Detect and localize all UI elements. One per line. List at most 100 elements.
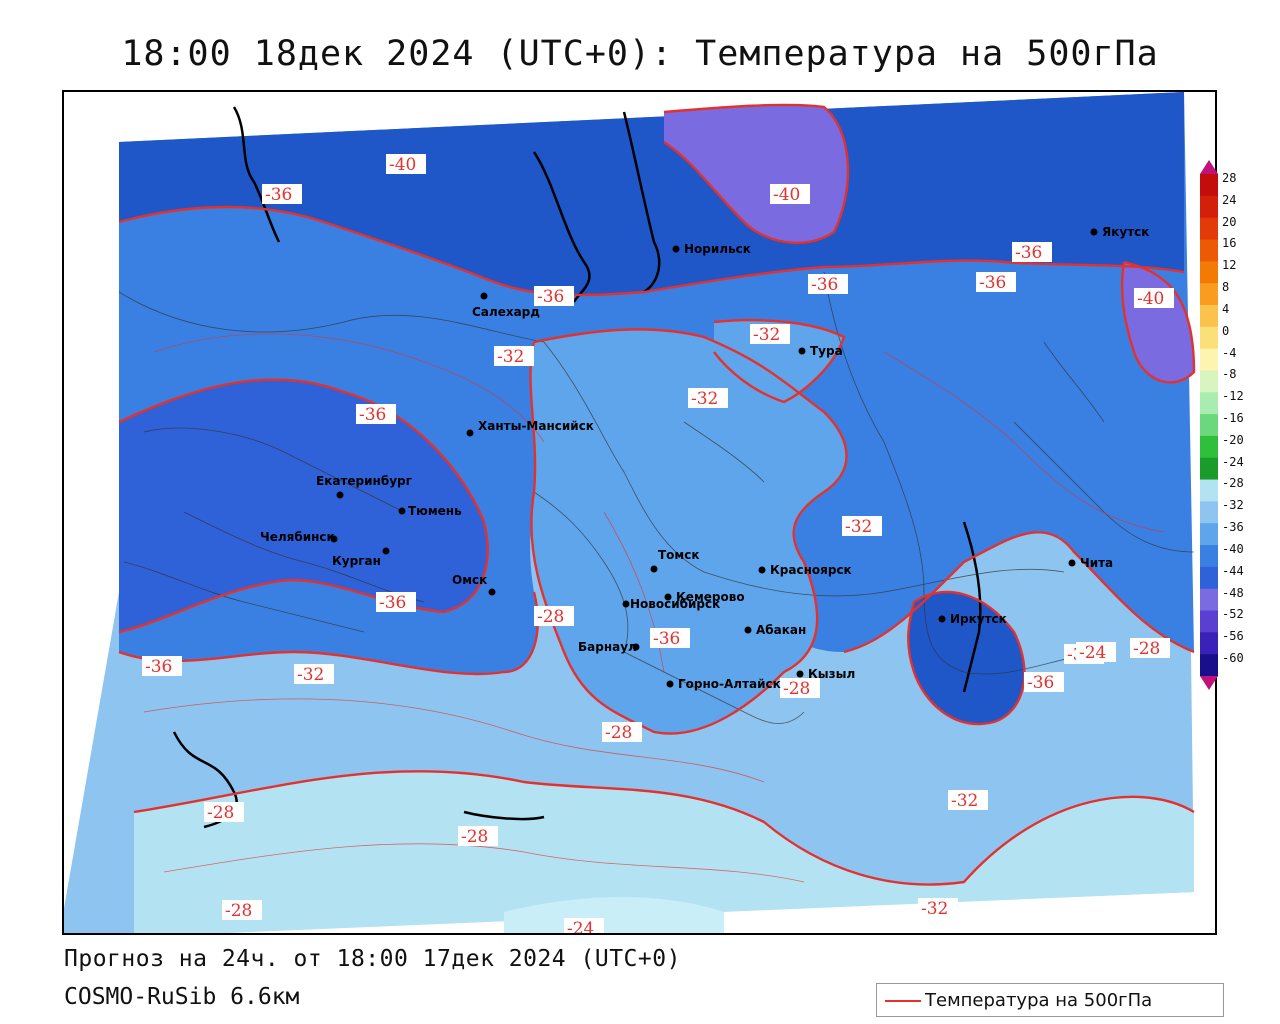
- city-dot: [666, 680, 674, 688]
- contour-label-text: -36: [653, 629, 680, 649]
- city-dot: [796, 670, 804, 678]
- colorbar-swatch: [1200, 348, 1218, 371]
- colorbar-swatch: [1200, 261, 1218, 284]
- city-label: Кызыл: [808, 667, 855, 681]
- contour-label: -32: [842, 516, 882, 537]
- city-marker: Курган: [332, 547, 390, 568]
- contour-label: -36: [976, 272, 1016, 293]
- city-dot: [382, 547, 390, 555]
- legend-line-swatch: [885, 1000, 921, 1002]
- field-central-warm: [530, 329, 847, 734]
- city-label: Горно-Алтайск: [678, 677, 781, 691]
- city-dot: [622, 600, 630, 608]
- city-marker: Омск: [452, 573, 496, 596]
- city-dot: [664, 593, 672, 601]
- contour-label-text: -36: [379, 593, 406, 613]
- city-marker: Чита: [1068, 556, 1113, 570]
- city-label: Челябинск: [260, 530, 335, 544]
- contour-label: -28: [204, 802, 244, 823]
- colorbar-swatch: [1200, 304, 1218, 328]
- colorbar-tick-label: -44: [1222, 563, 1244, 578]
- field-warm-south: [134, 771, 1194, 933]
- contour-label-text: -36: [265, 185, 292, 205]
- colorbar-swatch: [1200, 632, 1218, 655]
- colorbar-swatch: [1200, 435, 1218, 459]
- contour-label-text: -28: [207, 803, 234, 823]
- colorbar-tick-label: 16: [1222, 236, 1237, 251]
- contour-label-text: -32: [753, 325, 780, 345]
- city-marker: Новосибирск: [622, 597, 720, 611]
- field-warmest-south: [504, 897, 724, 933]
- contour-label: -32: [918, 898, 958, 919]
- city-marker: Салехард: [472, 292, 540, 319]
- contour-label-text: -28: [461, 827, 488, 847]
- contour-label-text: -36: [537, 287, 564, 307]
- contour-label-text: -36: [1027, 673, 1054, 693]
- field-purple-north: [664, 104, 848, 243]
- city-label: Барнаул: [578, 640, 637, 654]
- city-dot: [330, 535, 338, 543]
- colorbar-tick-label: -48: [1222, 585, 1244, 600]
- contour-label: -40: [770, 184, 810, 205]
- legend-label: Температура на 500гПа: [925, 990, 1153, 1011]
- colorbar-top-arrow: [1200, 160, 1218, 174]
- city-dot: [1090, 228, 1098, 236]
- contour-label: -28: [222, 900, 262, 921]
- colorbar-swatch: [1200, 545, 1218, 568]
- city-label: Якутск: [1102, 225, 1149, 239]
- colorbar-tick-label: -20: [1222, 432, 1244, 447]
- colorbar-swatch: [1200, 414, 1218, 437]
- city-dot: [938, 615, 946, 623]
- map-canvas: -40 -36 -40 -36 -36 -36 -36 -40 -32 -32 -32 -36 -32 -…: [64, 92, 1196, 935]
- colorbar-tick-label: 24: [1222, 192, 1237, 207]
- city-dot: [398, 507, 406, 515]
- contour-label-text: -40: [1137, 289, 1164, 309]
- field-cold-west: [119, 379, 488, 632]
- city-dot: [632, 643, 640, 651]
- city-marker: Барнаул: [578, 640, 640, 654]
- colorbar-tick-label: -52: [1222, 607, 1244, 622]
- contour-label: -36: [808, 274, 848, 295]
- contour-label: -32: [948, 790, 988, 811]
- model-name: COSMO-RuSib 6.6км: [64, 984, 300, 1010]
- contour-label: -28: [602, 722, 642, 743]
- contour-label-text: -24: [567, 919, 594, 935]
- colorbar-tick-label: -8: [1222, 367, 1237, 382]
- colorbar-swatch: [1200, 566, 1218, 590]
- colorbar-tick-label: 12: [1222, 258, 1237, 273]
- city-marker: Горно-Алтайск: [666, 677, 781, 691]
- city-label: Иркутск: [950, 612, 1007, 626]
- city-label: Чита: [1080, 556, 1113, 570]
- contour-label: -32: [494, 346, 534, 367]
- map-title: 18:00 18дек 2024 (UTC+0): Температура на…: [121, 34, 1159, 74]
- contour-label-text: -40: [773, 185, 800, 205]
- city-marker: Тюмень: [398, 504, 462, 518]
- colorbar-tick-label: 0: [1222, 323, 1230, 338]
- contour-label-text: -32: [691, 389, 718, 409]
- contour-label: -28: [534, 606, 574, 627]
- colorbar-swatch: [1200, 392, 1218, 415]
- city-dot: [336, 491, 344, 499]
- contour-label-text: -36: [1015, 243, 1042, 263]
- colorbar-swatch: [1200, 479, 1218, 502]
- colorbar-swatch: [1200, 654, 1218, 677]
- city-marker: Абакан: [744, 623, 806, 637]
- contour-label-text: -32: [921, 899, 948, 919]
- contour-labels: -40 -36 -40 -36 -36 -36 -36 -40 -32 -32 -32 -36 -32 -…: [142, 154, 1174, 935]
- contour-label: -40: [1134, 288, 1174, 309]
- city-dot: [480, 292, 488, 300]
- contour-label-text: -32: [497, 347, 524, 367]
- city-label: Салехард: [472, 305, 540, 319]
- temperature-contours: [118, 103, 1196, 886]
- city-marker: Иркутск: [938, 612, 1007, 626]
- contour-label-text: -28: [605, 723, 632, 743]
- colorbar-tick-label: -40: [1222, 541, 1244, 556]
- legend: Температура на 500гПа: [876, 983, 1224, 1017]
- city-label: Тюмень: [408, 504, 462, 518]
- city-marker: Якутск: [1090, 225, 1149, 239]
- city-dot: [650, 565, 658, 573]
- city-label: Курган: [332, 554, 381, 568]
- contour-label-text: -28: [1133, 639, 1160, 659]
- city-label: Красноярск: [770, 563, 852, 577]
- contour-label: -28: [780, 678, 820, 699]
